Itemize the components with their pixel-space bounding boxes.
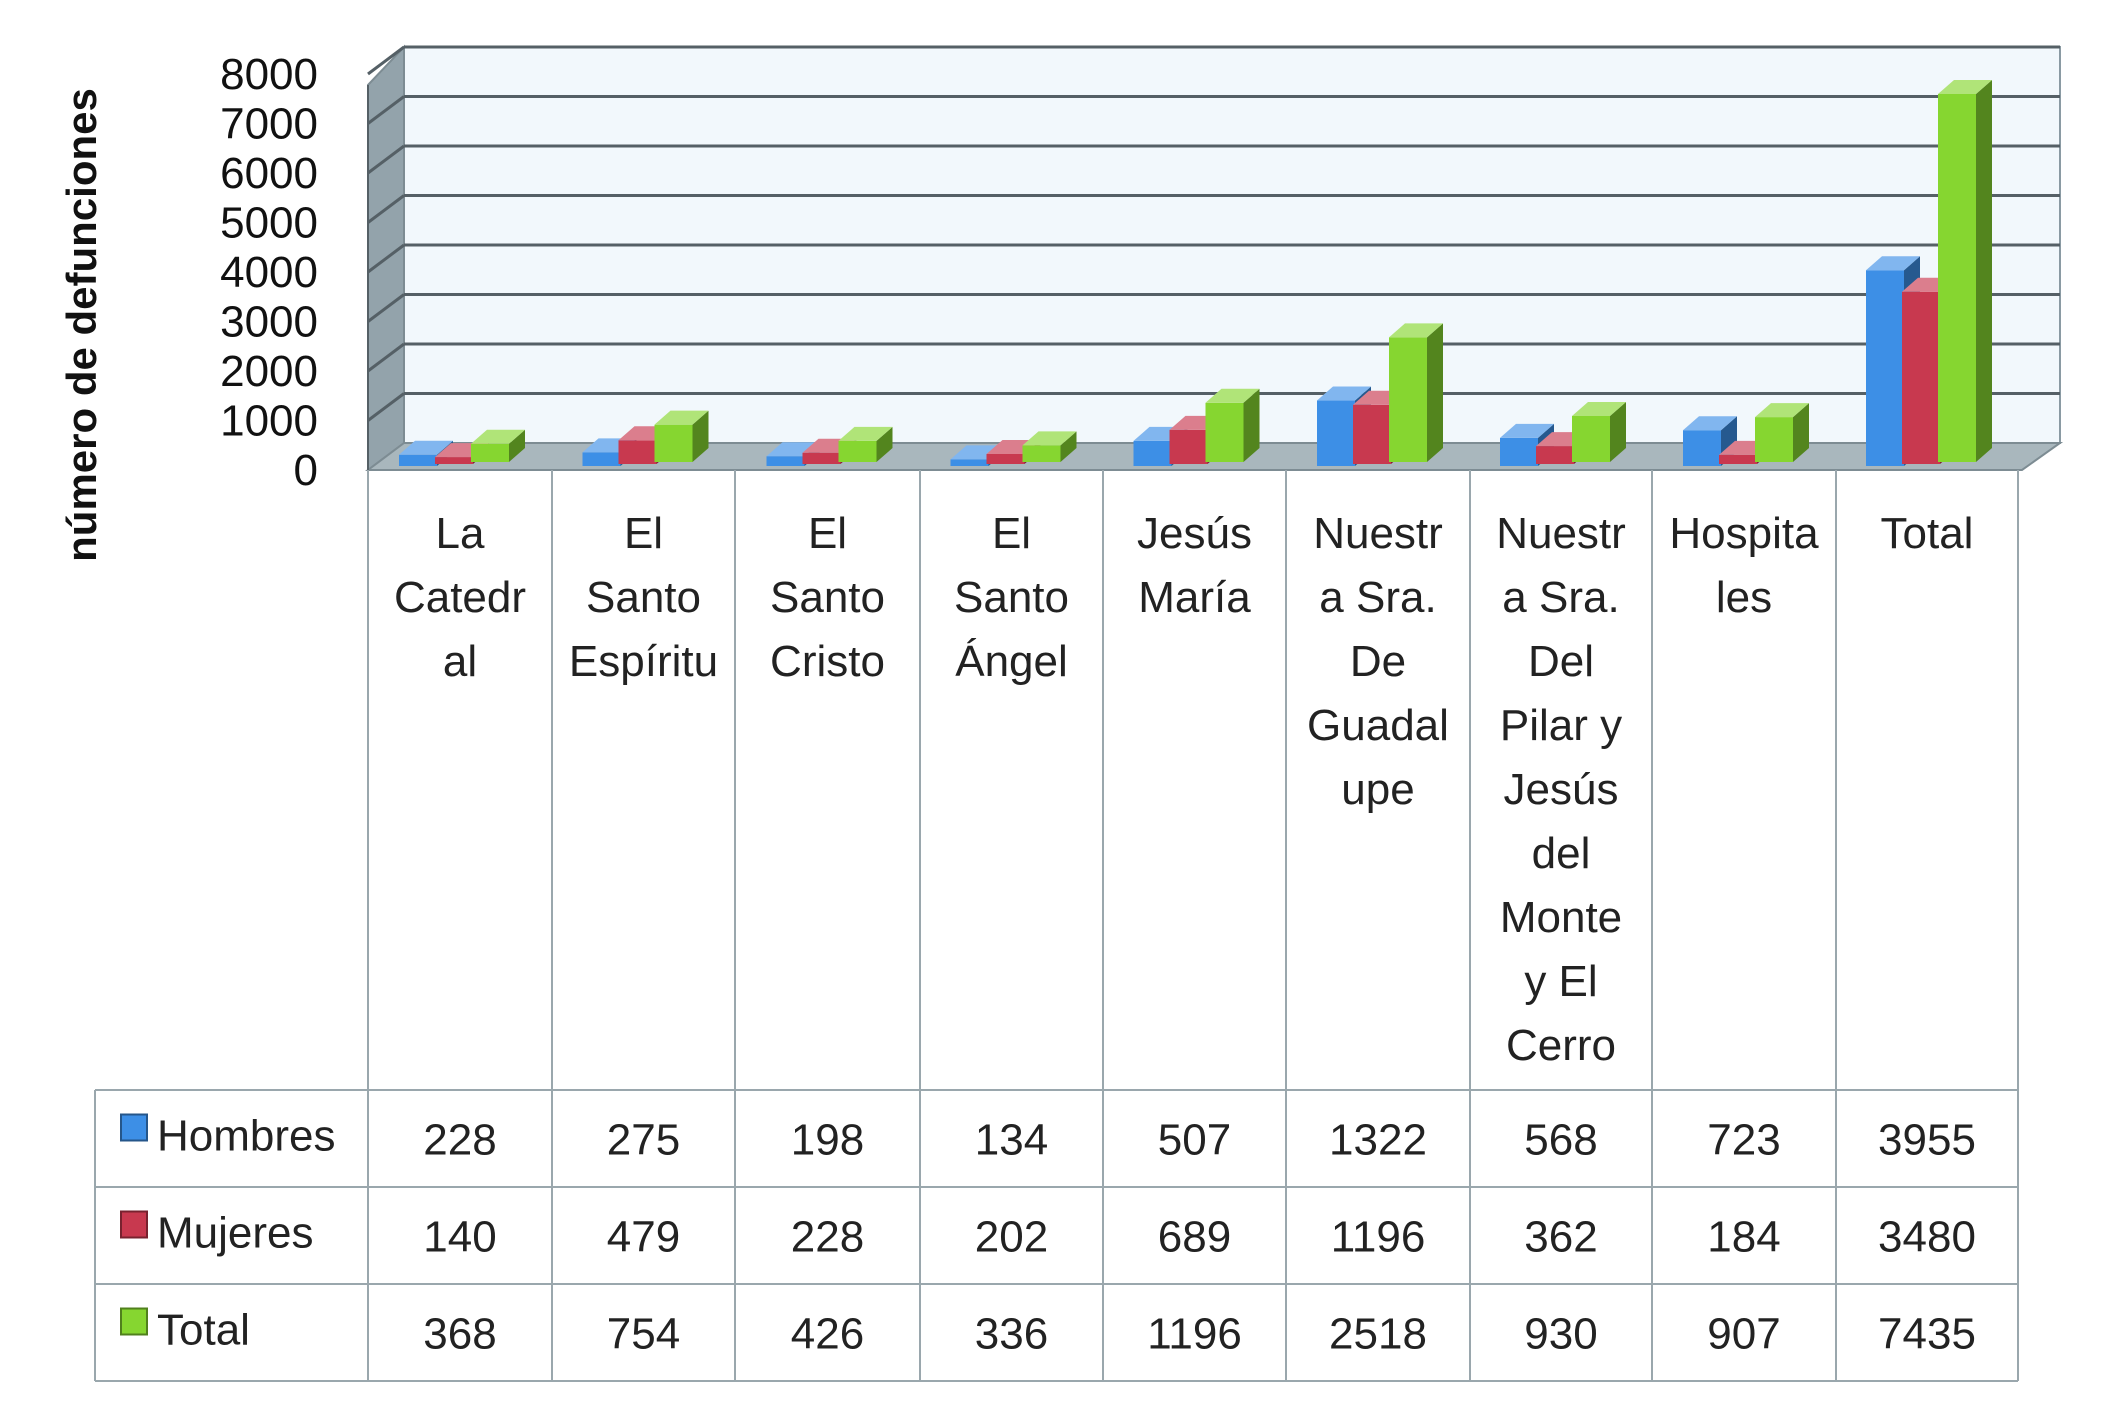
bar-total-7: [1755, 403, 1809, 462]
category-label: El Santo Espíritu: [569, 509, 718, 686]
y-tick-label: 0: [294, 446, 318, 495]
legend-key-hombres: [120, 1113, 148, 1142]
y-tick-label: 6000: [220, 149, 318, 198]
table-cell: 1196: [1147, 1310, 1242, 1359]
table-cell: 930: [1524, 1310, 1597, 1359]
table-cell: 7435: [1878, 1310, 1976, 1359]
gridline-side: [367, 194, 405, 224]
legend-label: Mujeres: [157, 1209, 314, 1258]
bar-total-1: [654, 410, 709, 462]
data-table: La Catedr al El Santo Espíritu El Santo Cristo El…: [94, 470, 2019, 1382]
table-cell: 336: [975, 1310, 1048, 1359]
gridline-side: [367, 95, 405, 125]
y-tick-label: 5000: [220, 199, 318, 248]
y-tick-label: 8000: [220, 50, 318, 99]
table-cell: 228: [791, 1213, 864, 1262]
legend-key-mujeres: [120, 1210, 148, 1239]
gridline-side: [367, 243, 405, 274]
table-cell: 368: [423, 1310, 496, 1359]
table-cell: 202: [975, 1213, 1048, 1262]
bar-total-5: [1389, 323, 1443, 462]
legend-key-total: [120, 1307, 148, 1336]
table-cell: 479: [607, 1213, 680, 1262]
table-cell: 3955: [1878, 1116, 1976, 1165]
table-cell: 907: [1707, 1310, 1780, 1359]
legend-label: Hombres: [157, 1112, 336, 1161]
gridline-side: [367, 45, 405, 76]
table-cell: 507: [1158, 1116, 1231, 1165]
category-label: Nuestr a Sra. Del Pilar y Jesús del Monte y El C…: [1496, 509, 1626, 1070]
table-cell: 1196: [1331, 1213, 1426, 1262]
category-label: Total: [1881, 509, 1974, 558]
table-cell: 3480: [1878, 1213, 1976, 1262]
gridline-side: [367, 293, 405, 323]
y-axis-label: número de defunciones: [58, 88, 105, 562]
bar-total-6: [1572, 401, 1626, 462]
table-cell: 426: [791, 1310, 864, 1359]
table-cell: 275: [607, 1116, 680, 1165]
table-cell: 198: [791, 1116, 864, 1165]
bar-total-3: [1022, 431, 1077, 462]
table-cell: 362: [1524, 1213, 1597, 1262]
y-tick-label: 1000: [220, 397, 318, 446]
gridline-side: [367, 144, 405, 175]
category-label: La Catedr al: [394, 509, 526, 686]
bars: [399, 79, 1992, 466]
table-cell: 228: [423, 1116, 496, 1165]
category-label: Jesús María: [1137, 509, 1252, 622]
table-cell: 2518: [1329, 1310, 1427, 1359]
category-label: Hospita les: [1669, 509, 1819, 622]
table-cell: 1322: [1329, 1116, 1427, 1165]
table-cell: 568: [1524, 1116, 1597, 1165]
y-tick-label: 7000: [220, 100, 318, 149]
gridline-side: [367, 342, 405, 373]
bar-total-0: [471, 429, 525, 462]
y-tick-label: 4000: [220, 248, 318, 297]
bar-total-8: [1938, 79, 1992, 462]
table-cell: 140: [423, 1213, 496, 1262]
bar-total-2: [838, 426, 893, 462]
table-cell: 134: [975, 1116, 1048, 1165]
category-label: El Santo Cristo: [770, 509, 885, 686]
y-tick-label: 3000: [220, 298, 318, 347]
legend-label: Total: [157, 1306, 250, 1355]
category-label: El Santo Ángel: [954, 509, 1069, 686]
table-cell: 689: [1158, 1213, 1231, 1262]
table-cell: 754: [607, 1310, 680, 1359]
gridline-side: [367, 392, 405, 422]
bar-total-4: [1205, 388, 1260, 462]
y-tick-label: 2000: [220, 347, 318, 396]
table-cell: 184: [1707, 1213, 1780, 1262]
table-cell: 723: [1707, 1116, 1780, 1165]
category-label: Nuestr a Sra. De Guadal upe: [1307, 509, 1449, 814]
